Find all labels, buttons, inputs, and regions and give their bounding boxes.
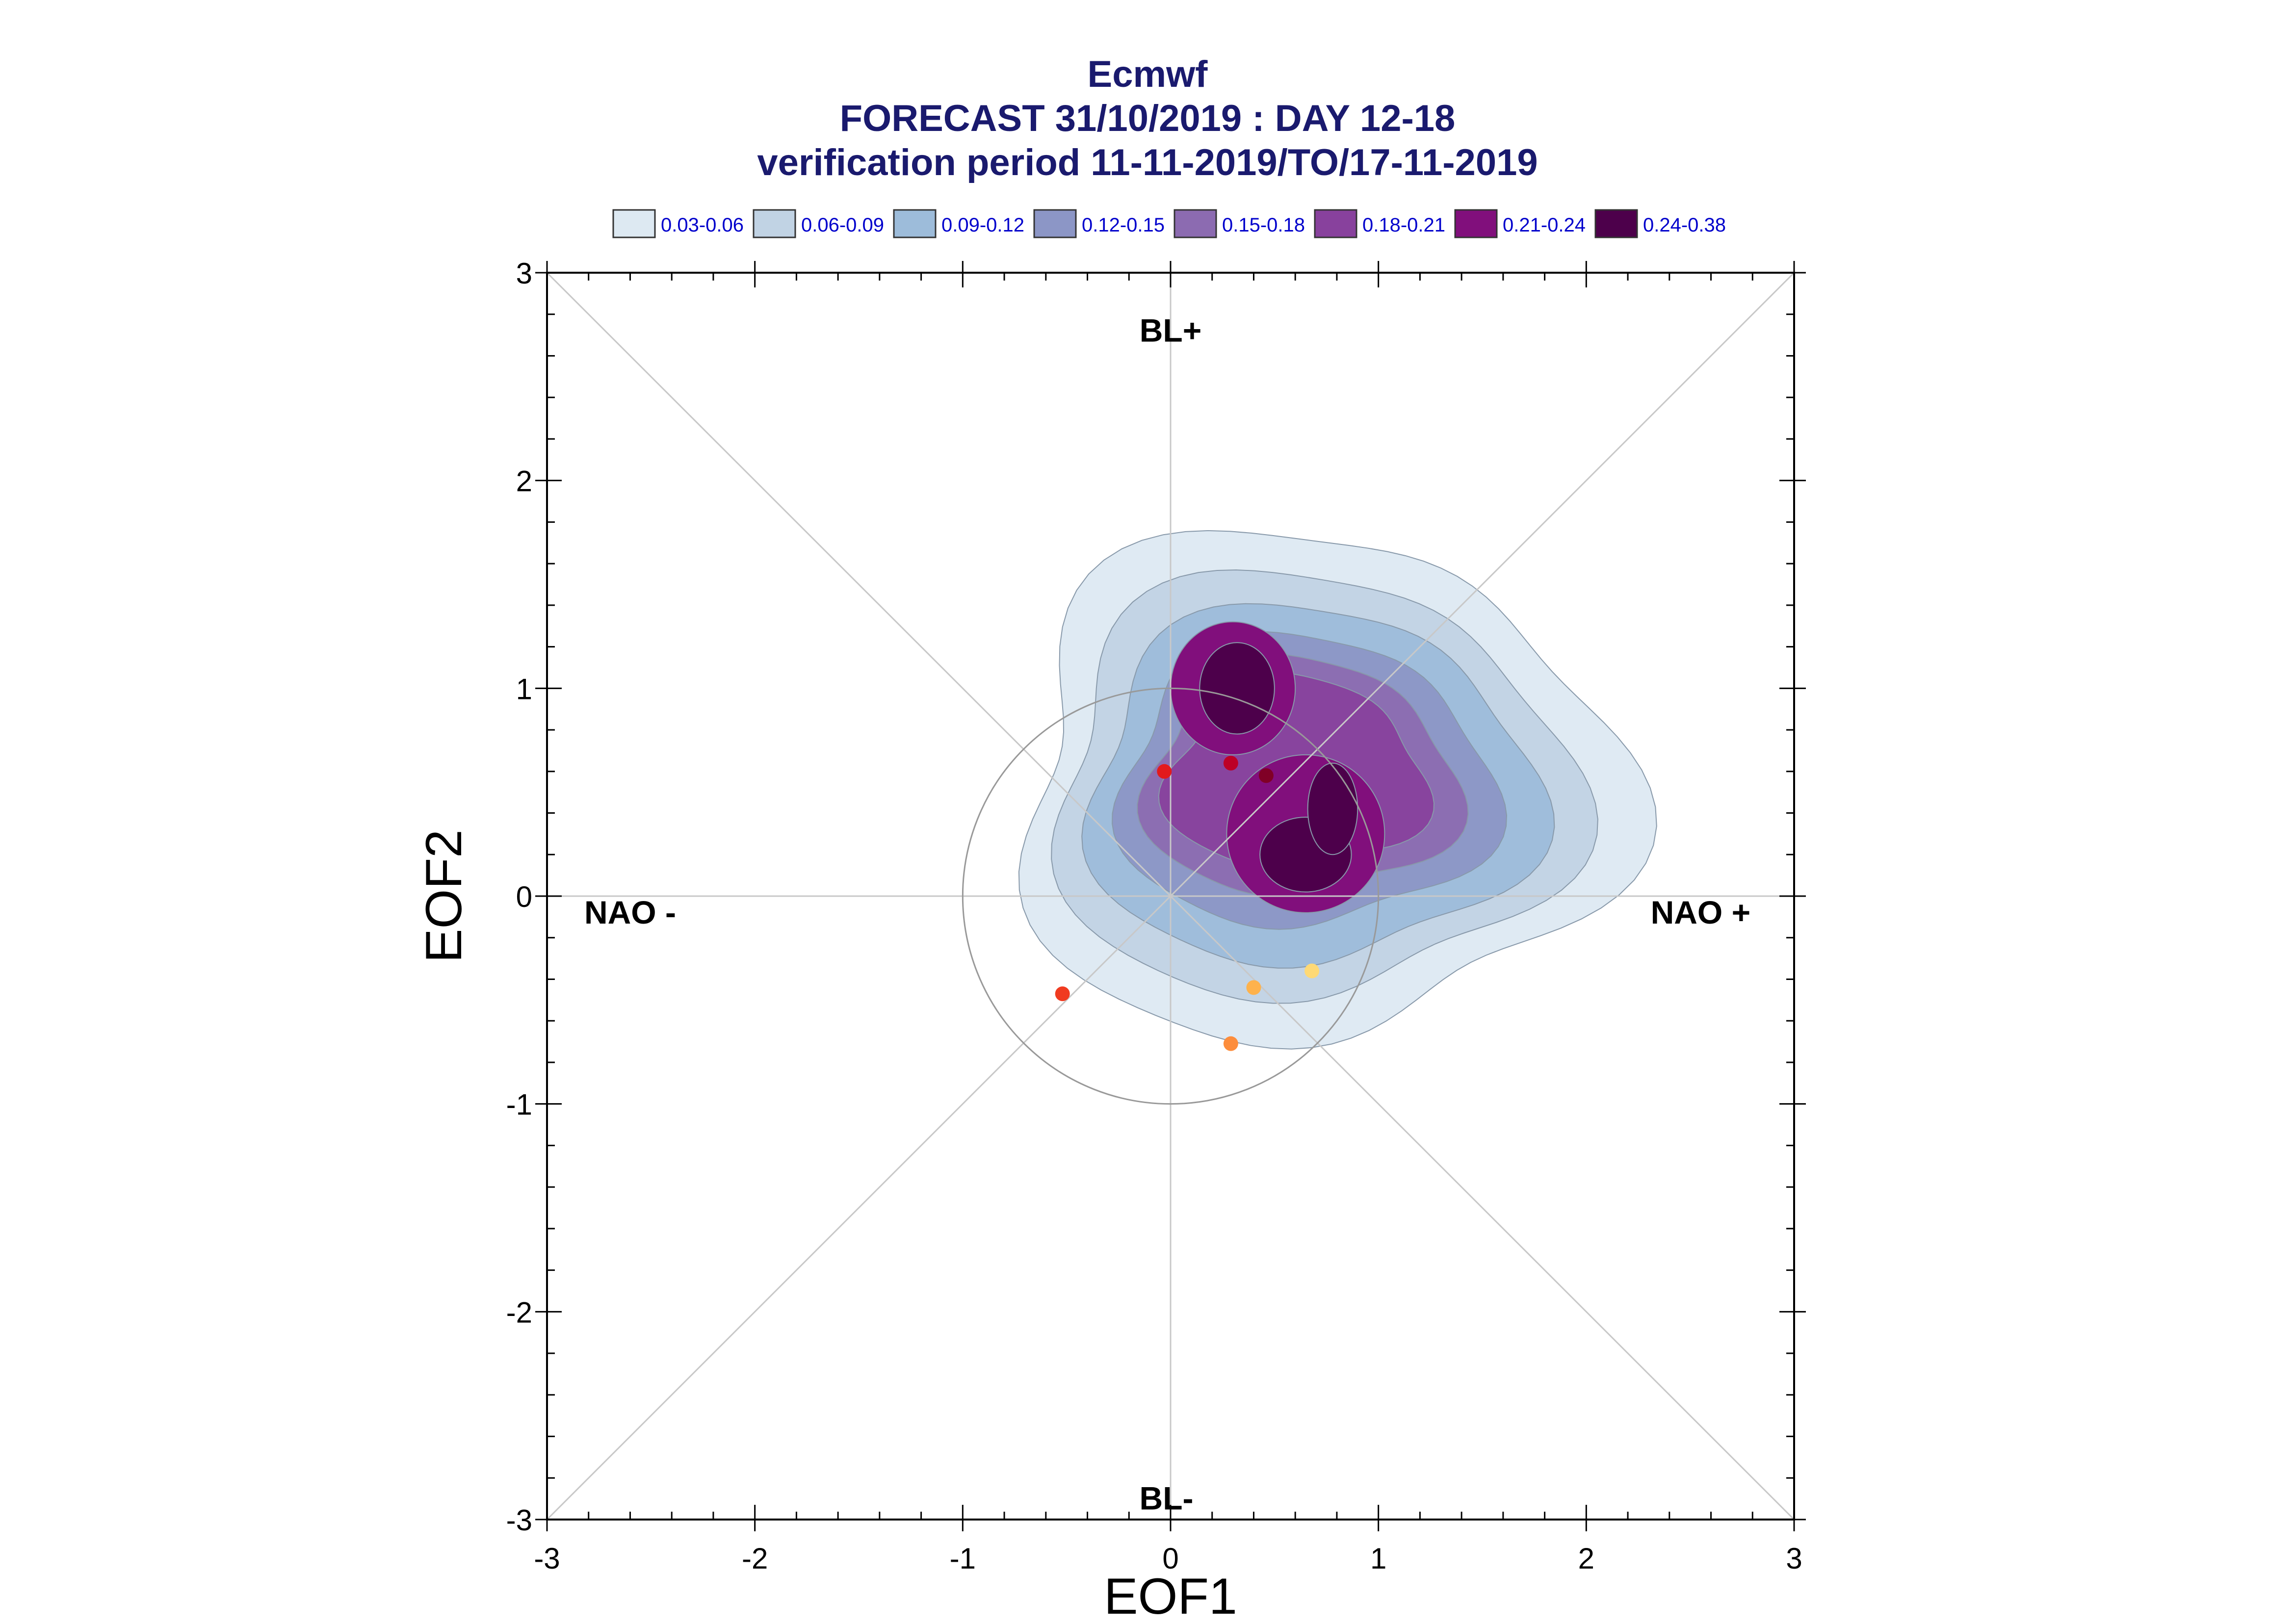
y-tick-label: 1	[516, 672, 532, 705]
x-tick-label: -3	[534, 1542, 560, 1575]
legend-label: 0.09-0.12	[941, 214, 1024, 236]
x-tick-label: -2	[742, 1542, 768, 1575]
regime-label: BL-	[1140, 1480, 1194, 1517]
guide-lines	[547, 273, 1794, 1520]
x-tick-label: 1	[1370, 1542, 1386, 1575]
chart-title-line-2: FORECAST 31/10/2019 : DAY 12-18	[839, 98, 1456, 139]
y-tick-label: 2	[516, 465, 532, 498]
legend-label: 0.12-0.15	[1082, 214, 1165, 236]
legend-swatch	[1174, 209, 1217, 238]
legend-label: 0.18-0.21	[1362, 214, 1445, 236]
contour-peak	[1307, 762, 1358, 855]
legend-label: 0.21-0.24	[1503, 214, 1586, 236]
ensemble-points	[1055, 755, 1320, 1051]
legend-swatch	[753, 209, 796, 238]
x-tick-label: 0	[1162, 1542, 1178, 1575]
regime-label: NAO +	[1651, 894, 1751, 930]
y-tick-label: 0	[516, 880, 532, 913]
legend-label: 0.03-0.06	[661, 214, 744, 236]
ensemble-point	[1157, 764, 1172, 779]
legend-label: 0.24-0.38	[1643, 214, 1726, 236]
x-tick-label: -1	[950, 1542, 976, 1575]
density-contours	[1018, 530, 1657, 1050]
legend: 0.03-0.06 0.06-0.09 0.09-0.12 0.12-0.15 0.15…	[612, 209, 1726, 238]
x-axis-label: EOF1	[1104, 1568, 1237, 1624]
legend-swatch	[612, 209, 656, 238]
x-tick-label: 3	[1786, 1542, 1802, 1575]
ensemble-point	[1258, 768, 1274, 783]
legend-label: 0.15-0.18	[1222, 214, 1305, 236]
chart-title-line-1: Ecmwf	[1087, 53, 1208, 95]
y-tick-label: -3	[506, 1504, 532, 1537]
y-tick-label: 3	[516, 257, 532, 290]
ensemble-point	[1304, 963, 1320, 979]
y-tick-label: -2	[506, 1296, 532, 1329]
regime-labels: BL+ BL- NAO - NAO +	[584, 312, 1750, 1517]
legend-swatch	[1454, 209, 1498, 238]
contour-peak	[1199, 642, 1275, 735]
diagonal-guide	[547, 273, 1794, 1520]
unit-circle	[962, 687, 1380, 1105]
regime-label: NAO -	[584, 894, 676, 930]
x-tick-label: 2	[1578, 1542, 1594, 1575]
ensemble-point	[1055, 986, 1070, 1002]
ensemble-point	[1223, 755, 1238, 771]
legend-label: 0.06-0.09	[801, 214, 884, 236]
legend-swatch	[1314, 209, 1357, 238]
ensemble-point	[1246, 980, 1261, 995]
y-axis-label: EOF2	[416, 829, 472, 963]
legend-swatch	[1594, 209, 1638, 238]
y-tick-label: -1	[506, 1088, 532, 1121]
legend-swatch	[893, 209, 937, 238]
ensemble-point	[1223, 1036, 1238, 1051]
regime-label: BL+	[1140, 312, 1202, 349]
axes: -3 -2 -1 0 1 2 3 -3 -2 -1 0 1 2 3	[506, 257, 1806, 1575]
chart-title-line-3: verification period 11-11-2019/TO/17-11-…	[757, 142, 1538, 183]
legend-swatch	[1033, 209, 1077, 238]
